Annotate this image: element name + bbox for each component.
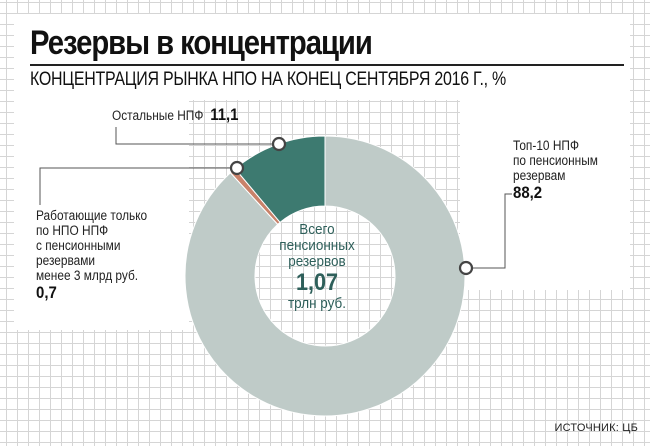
center-total-unit: трлн руб.	[287, 295, 347, 312]
label-small-line5: менее 3 млрд руб.	[36, 268, 139, 283]
marker-top10	[458, 260, 474, 276]
chart-subtitle: КОНЦЕНТРАЦИЯ РЫНКА НПО НА КОНЕЦ СЕНТЯБРЯ…	[30, 69, 506, 90]
donut-slices	[184, 135, 466, 417]
label-others: Остальные НПФ 11,1	[112, 105, 239, 124]
marker-others	[271, 136, 287, 152]
center-total-value: 1,07	[295, 269, 339, 296]
label-others-text: Остальные НПФ	[112, 108, 204, 123]
label-small-line2: по НПО НПФ	[36, 223, 109, 238]
donut-slice-0	[184, 135, 466, 417]
label-small-line4: резервами	[36, 253, 96, 268]
label-top10: Топ-10 НПФ по пенсионным резервам 88,2	[513, 138, 598, 202]
donut-center-label: Всего пенсионных резервов 1,07 трлн руб.	[268, 222, 367, 312]
label-top10-line2: по пенсионным	[513, 153, 598, 168]
center-line-3: резервов	[288, 253, 346, 270]
label-small-line1: Работающие только	[36, 208, 148, 223]
leader-line-top10	[466, 193, 512, 269]
label-small-value: 0,7	[36, 283, 57, 302]
chart-panel-right	[460, 100, 630, 290]
label-top10-value: 88,2	[513, 183, 543, 202]
title-divider	[30, 64, 624, 66]
leader-line-others	[115, 127, 279, 145]
title-panel	[14, 14, 630, 100]
leader-lines	[39, 127, 512, 269]
donut-slice-2	[234, 135, 326, 224]
label-others-value: 11,1	[210, 105, 239, 124]
center-line-2: пенсионных	[279, 237, 355, 254]
label-small: Работающие только по НПО НПФ с пенсионны…	[36, 208, 148, 302]
chart-panel-left	[14, 100, 189, 330]
source-note: ИСТОЧНИК: ЦБ	[554, 422, 638, 434]
label-top10-line1: Топ-10 НПФ	[513, 138, 579, 153]
label-small-line3: с пенсионными	[36, 238, 121, 253]
chart-title: Резервы в концентрации	[30, 24, 373, 62]
leader-markers	[229, 136, 474, 276]
marker-small	[229, 160, 245, 176]
leader-line-small	[39, 167, 237, 205]
label-top10-line3: резервам	[513, 168, 566, 183]
center-line-1: Всего	[299, 221, 335, 238]
